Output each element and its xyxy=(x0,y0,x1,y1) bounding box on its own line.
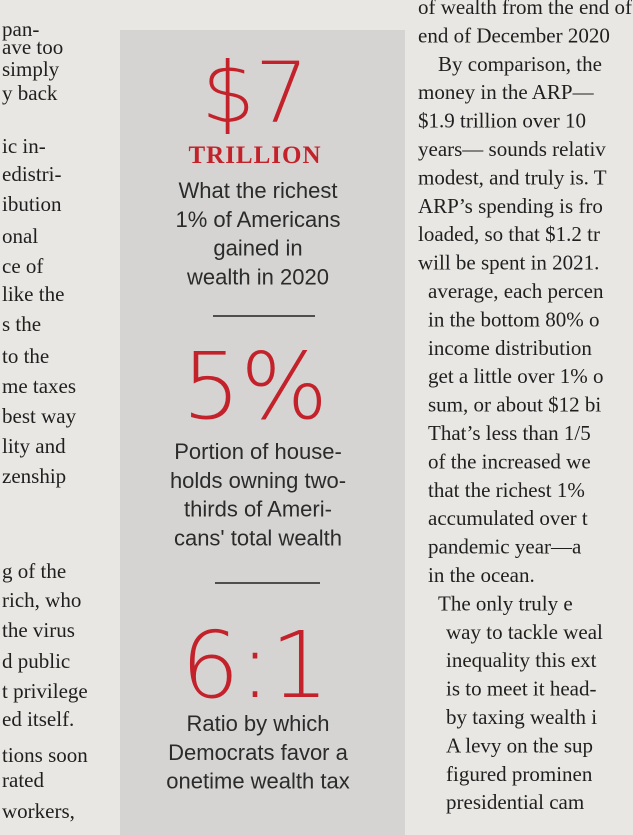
left-column-line: rich, who xyxy=(2,588,81,612)
left-column-line: onal xyxy=(2,224,38,248)
left-column-line: pan- xyxy=(2,17,39,41)
right-column-line: end of December 2020 xyxy=(418,23,610,47)
left-column-line: rated xyxy=(2,768,44,792)
left-column-line: ed itself. xyxy=(2,707,74,731)
right-column-line: that the richest 1% xyxy=(428,478,585,502)
left-column-line: to the xyxy=(2,344,49,368)
left-column-line: the virus xyxy=(2,618,75,642)
right-column-line: The only truly e xyxy=(438,591,573,615)
right-column-line: loaded, so that $1.2 tr xyxy=(418,222,600,246)
right-column-line: inequality this ext xyxy=(446,648,597,672)
sidebar-description: What the richest xyxy=(179,178,338,203)
right-column-line: A levy on the sup xyxy=(446,733,593,757)
sidebar-description: 1% of Americans xyxy=(175,207,340,232)
left-column-line: y back xyxy=(2,81,58,105)
right-column-line: $1.9 trillion over 10 xyxy=(418,109,586,133)
right-column-line: ARP’s spending is fro xyxy=(418,194,603,218)
right-column-line: That’s less than 1/5 xyxy=(428,421,591,445)
sidebar-description: thirds of Ameri- xyxy=(184,497,332,522)
right-column-line: sum, or about $12 bi xyxy=(428,393,601,417)
right-column-line: years— sounds relativ xyxy=(418,137,606,161)
sidebar-description: wealth in 2020 xyxy=(186,264,329,289)
right-column-line: is to meet it head- xyxy=(446,677,596,701)
right-column-line: by taxing wealth i xyxy=(446,705,597,729)
sidebar-description: Portion of house- xyxy=(174,439,342,464)
left-column-line: simply xyxy=(2,57,60,81)
left-column-line: workers, xyxy=(2,799,75,823)
right-column-line: way to tackle weal xyxy=(446,620,603,644)
right-column-line: in the bottom 80% o xyxy=(428,307,600,331)
left-column-line: s the xyxy=(2,312,41,336)
sidebar-figure: 5% xyxy=(182,333,328,440)
left-column-line: t privilege xyxy=(2,679,88,703)
right-column-line: get a little over 1% o xyxy=(428,364,604,388)
left-column-line: d public xyxy=(2,649,70,673)
sidebar-description: cans' total wealth xyxy=(174,525,342,550)
right-column-line: By comparison, the xyxy=(438,52,602,76)
sidebar-description: Democrats favor a xyxy=(168,740,348,765)
left-column-line: ibution xyxy=(2,192,62,216)
left-column-line: lity and xyxy=(2,434,66,458)
right-column-line: pandemic year—a xyxy=(428,535,582,559)
right-column-line: presidential cam xyxy=(446,790,584,814)
left-column-line: tions soon xyxy=(2,743,88,767)
sidebar-description: Ratio by which xyxy=(186,711,329,736)
right-column-line: in the ocean. xyxy=(428,563,535,587)
right-column-line: of wealth from the end of March to t xyxy=(418,0,633,19)
right-column-line: figured prominen xyxy=(446,762,593,786)
right-column-line: money in the ARP— xyxy=(418,80,595,104)
left-column-line: zenship xyxy=(2,464,66,488)
right-column-line: will be spent in 2021. xyxy=(418,251,599,275)
right-column-line: accumulated over t xyxy=(428,506,588,530)
right-column-line: modest, and truly is. T xyxy=(418,165,607,189)
sidebar-description: onetime wealth tax xyxy=(166,769,349,794)
left-column-line: best way xyxy=(2,404,77,428)
left-column-line: me taxes xyxy=(2,374,76,398)
left-column-line: ic in- xyxy=(2,134,46,158)
sidebar-box xyxy=(120,30,405,835)
left-column-line: ave too xyxy=(2,35,63,59)
sidebar-description: gained in xyxy=(213,236,302,261)
sidebar-figure: 6:1 xyxy=(181,612,329,719)
left-column-line: edistri- xyxy=(2,162,61,186)
right-column-line: average, each percen xyxy=(428,279,604,303)
sidebar-description: holds owning two- xyxy=(170,468,346,493)
right-column-line: of the increased we xyxy=(428,449,591,473)
left-column-line: g of the xyxy=(2,559,66,583)
sidebar-figure: $7 xyxy=(202,44,309,142)
left-column-line: ce of xyxy=(2,254,43,278)
sidebar-unit: TRILLION xyxy=(188,142,321,169)
right-column-line: income distribution xyxy=(428,336,592,360)
left-column-line: like the xyxy=(2,282,64,306)
